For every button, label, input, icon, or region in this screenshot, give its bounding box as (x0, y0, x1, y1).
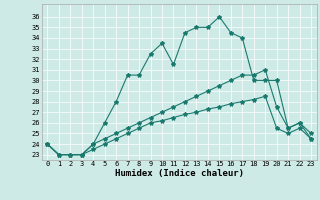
X-axis label: Humidex (Indice chaleur): Humidex (Indice chaleur) (115, 169, 244, 178)
